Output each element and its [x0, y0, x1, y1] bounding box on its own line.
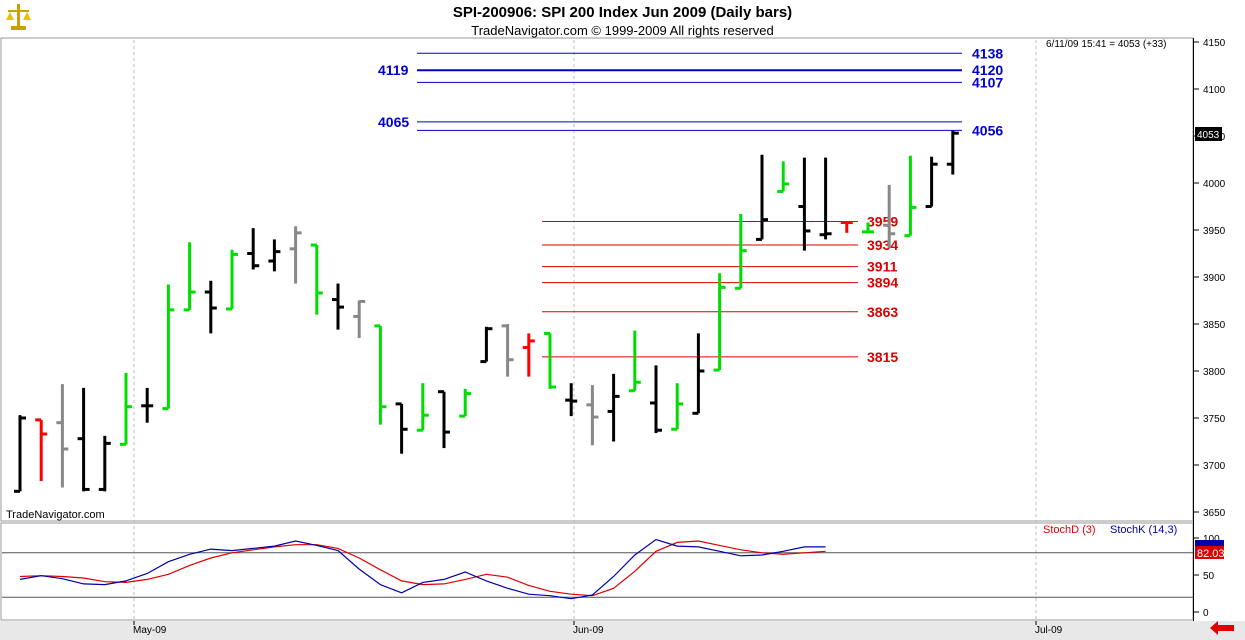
stoch-k-marker — [1195, 540, 1224, 549]
support-label: 3911 — [867, 259, 898, 275]
ohlc-bar — [946, 130, 959, 175]
price-tick-label: 3800 — [1203, 367, 1226, 378]
ohlc-bar — [395, 402, 408, 454]
tradenavigator-logo-icon — [6, 4, 31, 30]
ohlc-bar — [183, 242, 196, 312]
ohlc-bar — [77, 387, 90, 492]
ohlc-bar — [650, 365, 662, 434]
stochastic-plot: 0 50 100 — [2, 534, 1220, 619]
legend-stochd: StochD (3) — [1043, 524, 1096, 536]
price-tick-label: 3650 — [1203, 508, 1226, 519]
ohlc-bar — [310, 243, 323, 315]
price-tick-label: 3950 — [1203, 226, 1226, 237]
ohlc-bar — [416, 383, 429, 432]
chart-subtitle: TradeNavigator.com © 1999-2009 All right… — [471, 23, 774, 38]
stoch-tick-label: 50 — [1203, 571, 1215, 582]
ohlc-bars — [14, 130, 959, 493]
ohlc-bar — [628, 330, 641, 393]
stoch-series-line — [19, 538, 826, 600]
ohlc-bar — [98, 435, 111, 492]
ohlc-bar — [332, 283, 344, 330]
ohlc-bar — [162, 284, 175, 411]
stoch-d-marker — [1195, 546, 1224, 559]
support-label: 3959 — [867, 214, 898, 230]
ohlc-bar — [586, 385, 599, 446]
time-tick-label: Jun-09 — [573, 625, 604, 636]
ohlc-bar — [56, 384, 69, 488]
ohlc-bar — [438, 390, 450, 449]
ohlc-bar — [353, 299, 366, 339]
time-tick-label: May-09 — [133, 625, 167, 636]
ohlc-bar — [522, 333, 535, 377]
ohlc-bar — [565, 383, 578, 417]
ohlc-bar — [883, 184, 896, 248]
last-price-marker — [1195, 127, 1222, 141]
ohlc-bar — [819, 157, 832, 240]
ohlc-bar — [141, 387, 154, 423]
ohlc-bar — [501, 324, 514, 377]
vertical-gridlines — [133, 40, 1037, 620]
ohlc-bar — [35, 418, 48, 481]
quote-readout: 6/11/09 15:41 = 4053 (+33) — [1046, 39, 1166, 50]
support-label: 3934 — [867, 237, 898, 253]
ohlc-bar — [756, 154, 768, 241]
stoch-tick-label: 0 — [1203, 608, 1209, 619]
stoch-panel — [0, 522, 1194, 621]
ohlc-bar — [268, 239, 281, 272]
stoch-series-line — [19, 540, 826, 597]
ohlc-bar — [692, 333, 705, 415]
ohlc-bar — [734, 214, 747, 290]
time-axis: May-09 Jun-09 Jul-09 — [133, 621, 1063, 636]
resistance-label: 4107 — [972, 74, 1003, 90]
ohlc-bar — [925, 156, 938, 208]
price-panel — [0, 37, 1194, 522]
price-tick-label: 4150 — [1203, 38, 1226, 49]
price-tick-label: 4000 — [1203, 179, 1226, 190]
scroll-left-arrow-icon[interactable] — [1210, 621, 1234, 635]
ohlc-bar — [247, 228, 260, 270]
resistance-label-left: 4119 — [378, 62, 409, 78]
ohlc-bar — [289, 226, 302, 284]
ohlc-bar — [607, 373, 620, 442]
x-axis-strip — [0, 621, 1245, 640]
ohlc-bar — [840, 220, 853, 233]
ohlc-bar — [904, 155, 917, 238]
ohlc-bar — [713, 273, 726, 372]
resistance-label-left: 4065 — [378, 114, 409, 130]
ohlc-bar — [862, 222, 874, 234]
legend-stochk: StochK (14,3) — [1110, 524, 1177, 536]
ohlc-bar — [204, 280, 217, 334]
support-label: 3863 — [867, 304, 898, 320]
ohlc-bar — [544, 331, 556, 389]
price-tick-label: 3900 — [1203, 273, 1226, 284]
ohlc-bar — [120, 372, 132, 446]
support-label: 3815 — [867, 349, 898, 365]
ohlc-bar — [480, 326, 493, 364]
price-tick-label: 3700 — [1203, 461, 1226, 472]
ohlc-bar — [374, 324, 387, 425]
watermark: TradeNavigator.com — [6, 509, 105, 521]
price-tick-label: 4100 — [1203, 85, 1226, 96]
stoch-d-last-value: 82.03 — [1197, 548, 1225, 560]
price-tick-label: 3750 — [1203, 414, 1226, 425]
ohlc-bar — [798, 157, 811, 251]
ohlc-bar — [671, 383, 684, 431]
support-label: 3894 — [867, 275, 898, 291]
ohlc-bar — [226, 249, 238, 311]
ohlc-bar — [777, 161, 790, 193]
resistance-label: 4138 — [972, 45, 1003, 61]
last-price-label: 4053 — [1197, 130, 1220, 141]
price-tick-label: 3850 — [1203, 320, 1226, 331]
ohlc-bar — [459, 388, 472, 418]
ohlc-bar — [14, 415, 26, 493]
stoch-tick-label: 100 — [1203, 534, 1220, 545]
time-tick-label: Jul-09 — [1035, 625, 1063, 636]
chart-title: SPI-200906: SPI 200 Index Jun 2009 (Dail… — [452, 4, 793, 21]
resistance-label: 4120 — [972, 62, 1003, 78]
resistance-label: 4056 — [972, 122, 1003, 138]
